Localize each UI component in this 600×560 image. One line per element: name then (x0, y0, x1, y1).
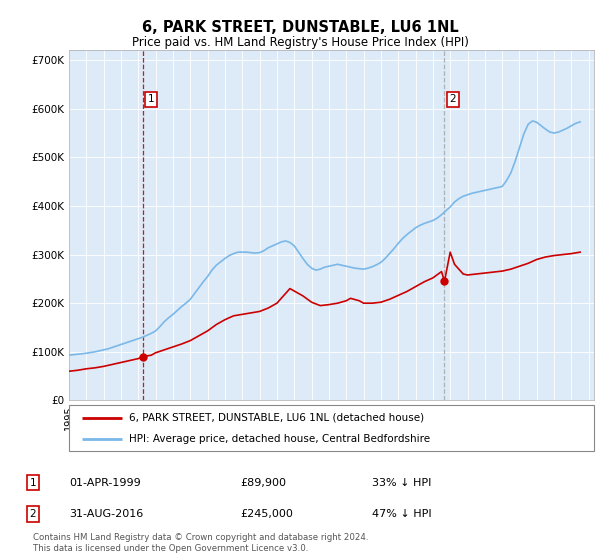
Text: 31-AUG-2016: 31-AUG-2016 (69, 509, 143, 519)
Text: Price paid vs. HM Land Registry's House Price Index (HPI): Price paid vs. HM Land Registry's House … (131, 36, 469, 49)
Text: £245,000: £245,000 (240, 509, 293, 519)
Text: 6, PARK STREET, DUNSTABLE, LU6 1NL: 6, PARK STREET, DUNSTABLE, LU6 1NL (142, 20, 458, 35)
Text: 1: 1 (148, 95, 154, 104)
Text: 2: 2 (449, 95, 456, 104)
Text: HPI: Average price, detached house, Central Bedfordshire: HPI: Average price, detached house, Cent… (130, 435, 431, 444)
Text: 33% ↓ HPI: 33% ↓ HPI (372, 478, 431, 488)
Text: Contains HM Land Registry data © Crown copyright and database right 2024.
This d: Contains HM Land Registry data © Crown c… (33, 533, 368, 553)
Text: 2: 2 (29, 509, 37, 519)
Text: 6, PARK STREET, DUNSTABLE, LU6 1NL (detached house): 6, PARK STREET, DUNSTABLE, LU6 1NL (deta… (130, 413, 425, 423)
Text: 47% ↓ HPI: 47% ↓ HPI (372, 509, 431, 519)
Text: 1: 1 (29, 478, 37, 488)
Text: £89,900: £89,900 (240, 478, 286, 488)
FancyBboxPatch shape (69, 405, 594, 451)
Text: 01-APR-1999: 01-APR-1999 (69, 478, 141, 488)
